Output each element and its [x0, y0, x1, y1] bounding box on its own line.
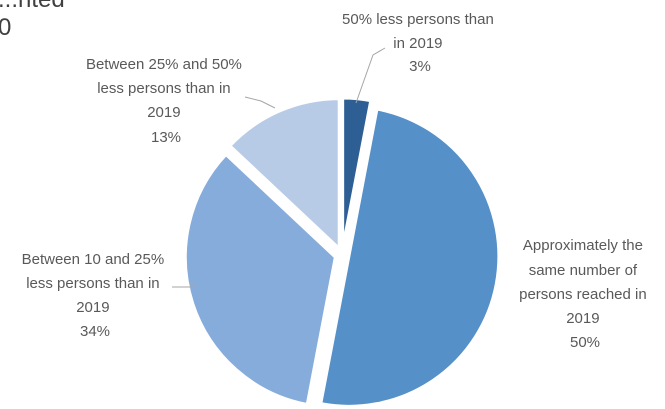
slice-label-line: in 2019: [393, 35, 442, 52]
leader-line-small-reduction: [355, 47, 386, 104]
slice-label-small-reduction: 50% less persons than in 2019 3%: [342, 11, 498, 75]
slice-small-reduction: [341, 96, 373, 249]
slice-percent: 34%: [80, 323, 110, 340]
slice-percent: 3%: [409, 58, 431, 75]
leader-line-25-50-reduction: [244, 96, 276, 109]
slice-percent: 13%: [151, 129, 181, 146]
slice-label-25-50-reduction: Between 25% and 50% less persons than in…: [86, 56, 246, 146]
slice-label-line: less persons than in: [97, 80, 230, 97]
chart-title-fragment: ...nted 0: [0, 0, 65, 42]
slice-label-line: Approximately the: [523, 237, 643, 254]
slice-25-50-reduction: [227, 97, 341, 253]
slice-label-line: 2019: [76, 299, 109, 316]
slice-label-line: persons reached in: [519, 286, 647, 303]
leader-line-10-25-reduction: [172, 282, 198, 288]
slice-label-line: same number of: [529, 262, 638, 279]
slice-percent: 50%: [570, 334, 600, 351]
title-line-2: 0: [0, 14, 12, 41]
slice-same-number: [319, 107, 501, 408]
slice-10-25-reduction: [183, 152, 337, 407]
slice-label-line: Between 10 and 25%: [22, 251, 165, 268]
slice-label-line: 2019: [147, 104, 180, 121]
title-line-1: ...nted: [0, 0, 65, 13]
slice-label-line: 2019: [566, 310, 599, 327]
slice-label-same-number: Approximately the same number of persons…: [519, 237, 651, 351]
slice-label-line: 50% less persons than: [342, 11, 494, 28]
slice-label-10-25-reduction: Between 10 and 25% less persons than in …: [22, 251, 169, 340]
slice-label-line: less persons than in: [26, 275, 159, 292]
slice-label-line: Between 25% and 50%: [86, 56, 242, 73]
